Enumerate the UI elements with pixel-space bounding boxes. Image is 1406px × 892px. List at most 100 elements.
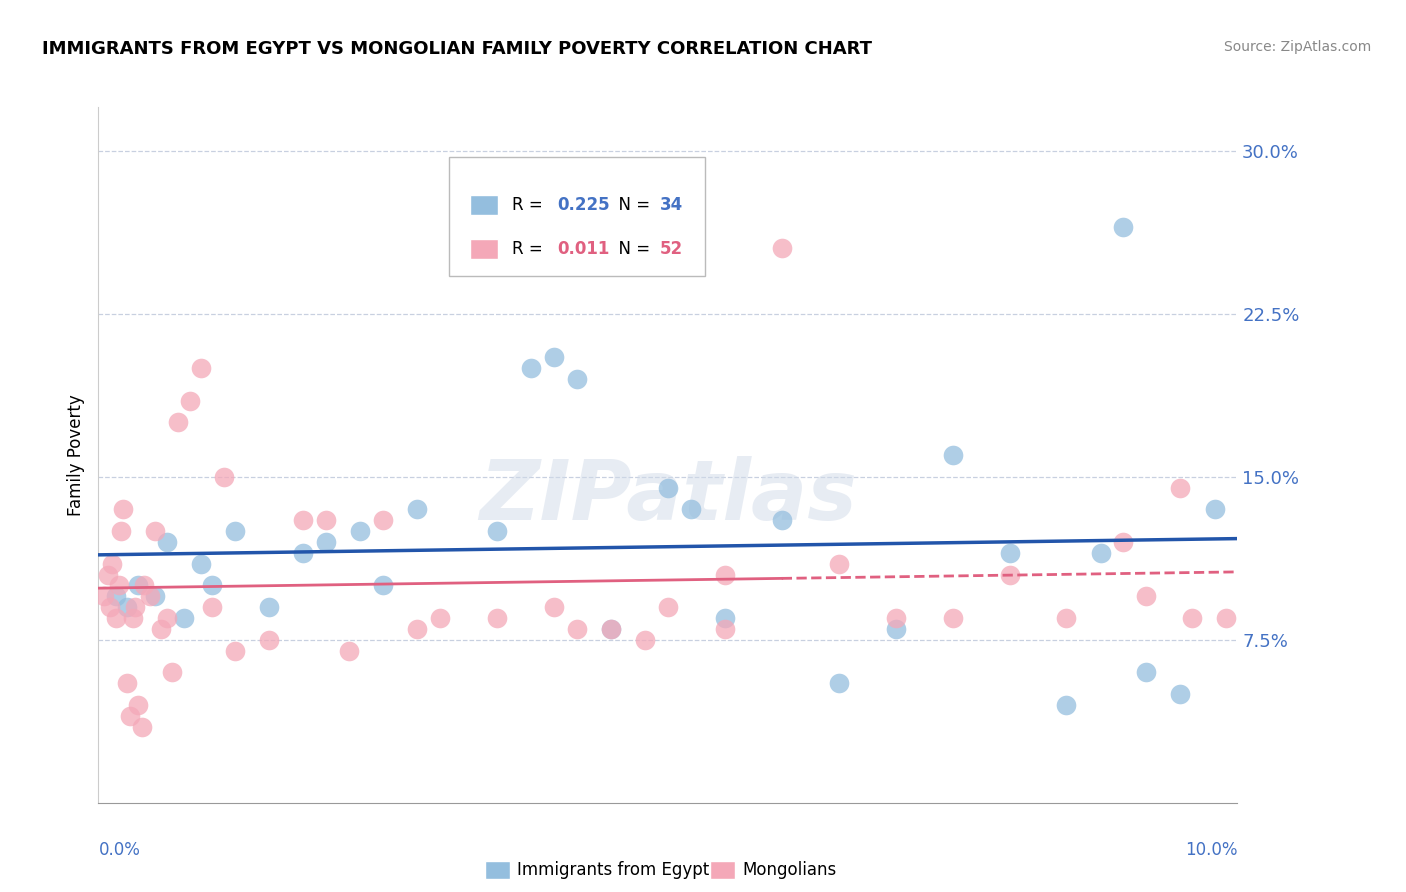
Point [714, 622, 737, 636]
Point [110, 524, 132, 538]
Point [292, 513, 315, 527]
Point [942, 611, 965, 625]
Point [1170, 687, 1192, 701]
Point [131, 720, 153, 734]
Point [600, 622, 623, 636]
Point [98, 600, 121, 615]
Point [486, 524, 509, 538]
Point [145, 589, 167, 603]
Point [190, 557, 212, 571]
Point [120, 708, 142, 723]
Point [224, 643, 246, 657]
Point [1112, 219, 1135, 234]
Point [104, 611, 127, 625]
Point [657, 600, 679, 615]
Point [486, 611, 509, 625]
Point [770, 241, 793, 255]
Point [714, 611, 737, 625]
Point [212, 469, 235, 483]
Text: ZIPatlas: ZIPatlas [479, 456, 856, 537]
Point [167, 415, 190, 429]
Point [1215, 611, 1237, 625]
Point [429, 611, 451, 625]
Point [565, 372, 588, 386]
Point [657, 481, 679, 495]
Point [371, 513, 394, 527]
Text: N =: N = [607, 240, 655, 258]
Point [127, 578, 149, 592]
Point [1181, 611, 1204, 625]
Point [201, 600, 224, 615]
Point [101, 557, 124, 571]
Point [565, 622, 588, 636]
Point [121, 611, 143, 625]
Point [93, 589, 115, 603]
Point [600, 622, 623, 636]
Text: 34: 34 [659, 196, 683, 214]
Point [112, 502, 135, 516]
Text: 0.011: 0.011 [557, 240, 609, 258]
Point [1112, 534, 1135, 549]
Point [145, 524, 167, 538]
Point [406, 502, 429, 516]
Text: 52: 52 [659, 240, 683, 258]
Point [1135, 589, 1157, 603]
Text: Immigrants from Egypt: Immigrants from Egypt [517, 861, 710, 879]
Text: 0.225: 0.225 [557, 196, 610, 214]
Point [543, 600, 565, 615]
Point [1135, 665, 1157, 680]
Point [371, 578, 394, 592]
Point [115, 676, 138, 690]
Point [124, 600, 146, 615]
Point [201, 578, 224, 592]
Point [679, 502, 702, 516]
Point [1170, 481, 1192, 495]
Point [337, 643, 360, 657]
Point [156, 611, 179, 625]
Point [259, 600, 281, 615]
Point [115, 600, 138, 615]
Point [104, 589, 127, 603]
Point [1056, 698, 1078, 712]
Point [190, 360, 212, 375]
Text: 0.0%: 0.0% [98, 841, 141, 859]
Point [162, 665, 184, 680]
Point [173, 611, 195, 625]
Point [828, 676, 851, 690]
Point [998, 567, 1021, 582]
Text: R =: R = [512, 240, 548, 258]
Point [520, 360, 543, 375]
Point [132, 578, 155, 592]
Point [1056, 611, 1078, 625]
Point [138, 589, 160, 603]
Point [998, 546, 1021, 560]
Point [315, 513, 337, 527]
Point [884, 622, 907, 636]
Point [127, 698, 149, 712]
Point [315, 534, 337, 549]
Y-axis label: Family Poverty: Family Poverty [66, 394, 84, 516]
Point [156, 534, 179, 549]
Point [942, 448, 965, 462]
Point [224, 524, 246, 538]
Text: Mongolians: Mongolians [742, 861, 837, 879]
Point [96, 567, 118, 582]
Point [150, 622, 173, 636]
Point [828, 557, 851, 571]
Point [1204, 502, 1226, 516]
Point [543, 350, 565, 364]
Point [714, 567, 737, 582]
Point [259, 632, 281, 647]
Point [1090, 546, 1112, 560]
Text: N =: N = [607, 196, 655, 214]
Point [179, 393, 201, 408]
Point [406, 622, 429, 636]
Point [770, 513, 793, 527]
Point [108, 578, 131, 592]
Point [634, 632, 657, 647]
Point [349, 524, 371, 538]
Point [292, 546, 315, 560]
Text: IMMIGRANTS FROM EGYPT VS MONGOLIAN FAMILY POVERTY CORRELATION CHART: IMMIGRANTS FROM EGYPT VS MONGOLIAN FAMIL… [42, 40, 872, 58]
Point [884, 611, 907, 625]
Text: R =: R = [512, 196, 548, 214]
